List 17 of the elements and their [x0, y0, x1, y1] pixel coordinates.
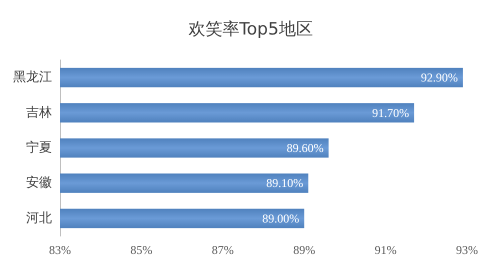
chart-title: 欢笑率Top5地区 [188, 20, 313, 40]
x-tick-label: 89% [293, 243, 316, 257]
data-label: 89.60% [286, 141, 324, 155]
x-tick-label: 87% [212, 243, 234, 257]
x-tick-label: 93% [456, 243, 478, 257]
data-label: 89.10% [266, 176, 304, 190]
data-label: 89.00% [262, 211, 300, 226]
x-tick-label: 85% [130, 243, 152, 257]
y-tick-label: 河北 [26, 210, 52, 226]
x-tick-label: 91% [374, 243, 397, 257]
data-label: 91.70% [372, 106, 410, 120]
data-label: 92.90% [420, 70, 458, 85]
x-tick-label: 83% [49, 243, 71, 257]
y-tick-label: 黑龙江 [13, 70, 52, 86]
y-tick-label: 吉林 [26, 105, 52, 120]
y-tick-label: 安徽 [26, 174, 52, 191]
y-tick-label: 宁夏 [26, 140, 52, 156]
